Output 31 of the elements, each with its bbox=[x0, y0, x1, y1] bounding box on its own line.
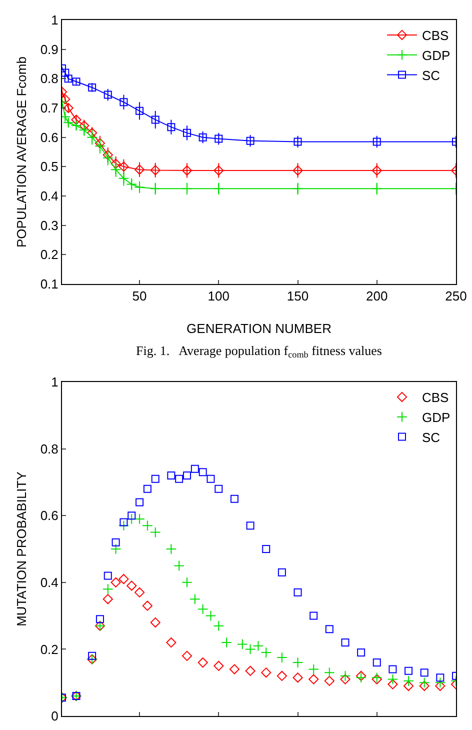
y-tick-label: 0.4 bbox=[40, 188, 58, 204]
legend-label: GDP bbox=[422, 410, 450, 425]
y-tick-label: 0.7 bbox=[40, 100, 58, 116]
y-tick-label: 0.5 bbox=[40, 159, 58, 174]
legend-label: SC bbox=[422, 68, 440, 83]
y-tick-label: 0.4 bbox=[40, 574, 58, 590]
y-axis-title: POPULATION AVERAGE Fcomb bbox=[14, 56, 29, 248]
y-tick-label: 0.9 bbox=[40, 42, 58, 57]
y-tick-label: 0 bbox=[51, 708, 58, 724]
x-axis-title: GENERATION NUMBER bbox=[186, 321, 332, 336]
x-tick-label: 100 bbox=[208, 288, 230, 304]
y-axis-title: MUTATION PROBABILITY bbox=[14, 471, 29, 626]
legend-label: CBS bbox=[422, 28, 450, 44]
y-tick-label: 0.6 bbox=[40, 508, 58, 524]
legend-label: GDP bbox=[422, 48, 450, 63]
y-tick-label: 0.1 bbox=[40, 276, 58, 292]
y-tick-label: 0.2 bbox=[40, 247, 58, 262]
legend-label: CBS bbox=[422, 390, 450, 406]
y-tick-label: 0.8 bbox=[40, 71, 58, 86]
y-tick-label: 0.3 bbox=[40, 218, 58, 233]
y-tick-label: 1 bbox=[51, 12, 58, 28]
caption: Fig. 1. Average population f$_{comb}$ fitness values bbox=[136, 343, 382, 360]
x-tick-label: 150 bbox=[286, 288, 309, 304]
legend-label: SC bbox=[422, 430, 440, 445]
y-tick-label: 0.2 bbox=[40, 642, 58, 657]
x-tick-label: 250 bbox=[445, 288, 467, 304]
y-tick-label: 0.6 bbox=[40, 130, 58, 145]
y-tick-label: 0.8 bbox=[40, 441, 58, 456]
y-tick-label: 1 bbox=[51, 374, 58, 390]
x-tick-label: 50 bbox=[132, 288, 147, 304]
x-tick-label: 200 bbox=[366, 288, 388, 304]
